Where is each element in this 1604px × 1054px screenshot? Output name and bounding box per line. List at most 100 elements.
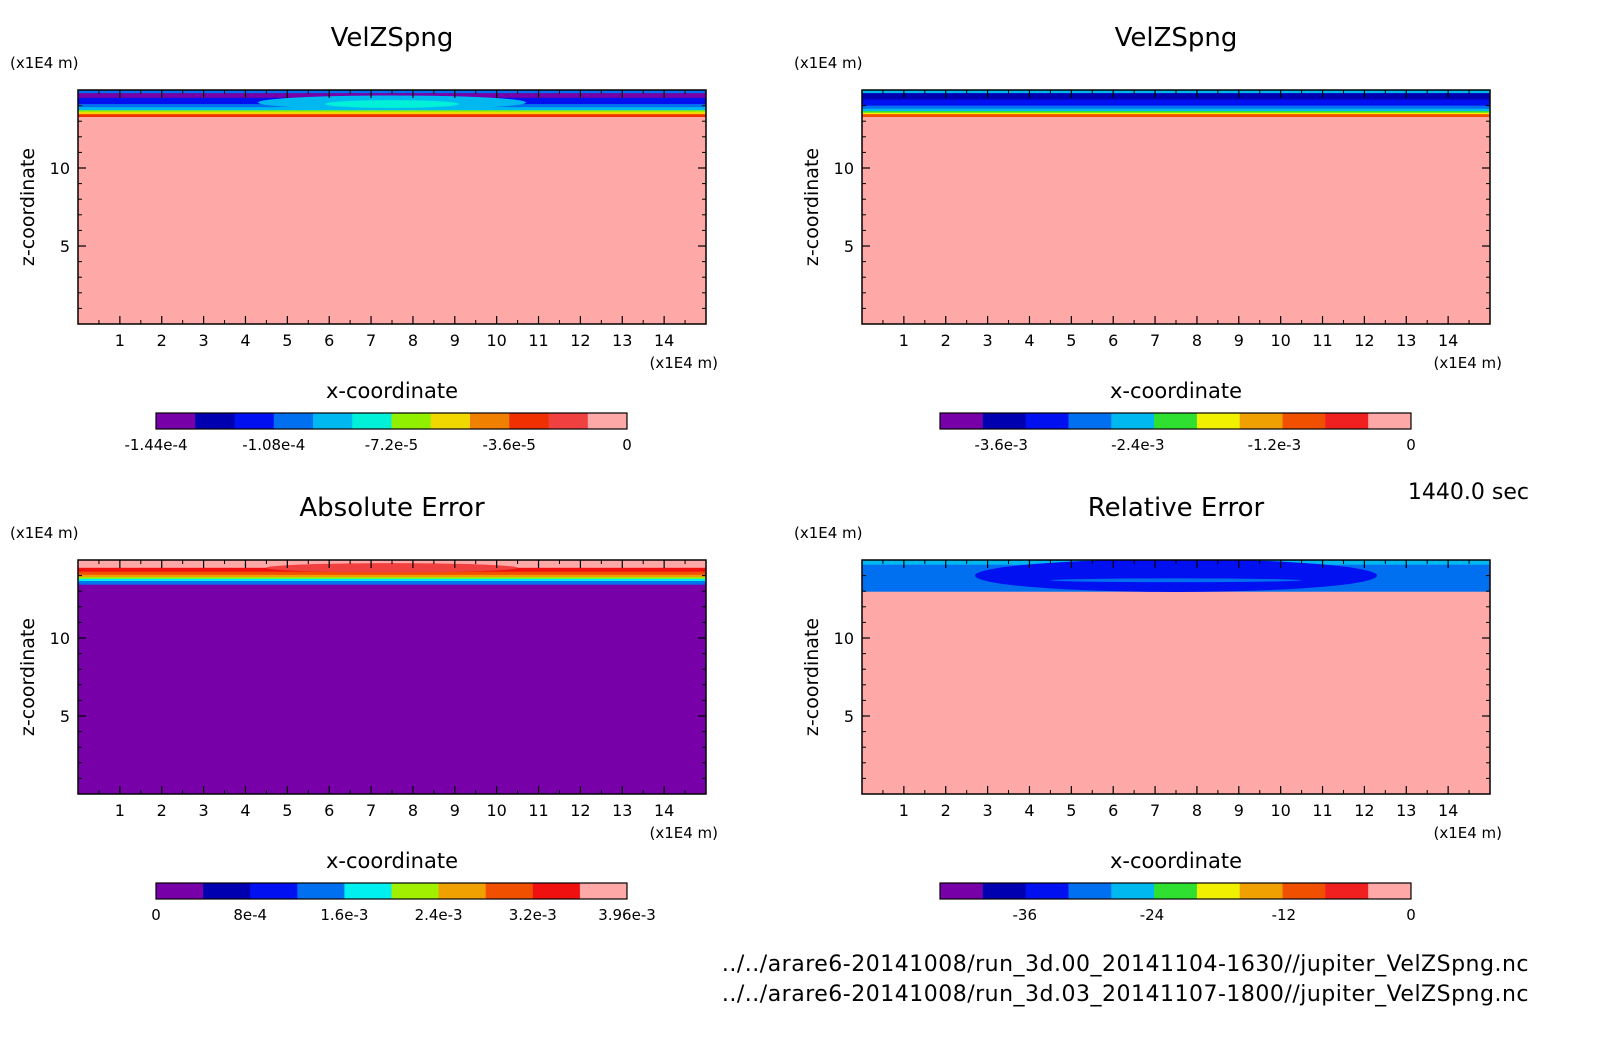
x-tick-label: 2 xyxy=(157,801,167,820)
colorbar-segment xyxy=(1068,413,1112,429)
x-tick-label: 1 xyxy=(115,331,125,350)
colorbar-segment xyxy=(297,883,345,899)
x-tick-label: 7 xyxy=(1150,801,1160,820)
x-tick-label: 2 xyxy=(941,331,951,350)
colorbar-segment xyxy=(1154,883,1198,899)
colorbar-segment xyxy=(391,883,440,899)
x-tick-label: 11 xyxy=(528,331,548,350)
colorbar-segment xyxy=(1282,413,1326,429)
x-tick-label: 12 xyxy=(1354,331,1374,350)
colorbar-segment xyxy=(234,413,275,429)
x-tick-label: 10 xyxy=(486,801,506,820)
panel-title: Absolute Error xyxy=(299,493,485,523)
x-tick-label: 14 xyxy=(1438,331,1458,350)
colorbar-label: -1.08e-4 xyxy=(242,436,305,454)
colorbar-segment xyxy=(509,413,549,429)
colorbar-segment xyxy=(1111,883,1155,899)
x-tick-label: 14 xyxy=(1438,801,1458,820)
colorbar-label: 0 xyxy=(1406,906,1416,924)
colorbar-label: 8e-4 xyxy=(233,906,267,924)
x-unit-label: (x1E4 m) xyxy=(649,824,718,842)
contour-region xyxy=(1050,578,1302,583)
contour-band xyxy=(862,111,1490,114)
contour-band xyxy=(78,581,706,585)
x-tick-label: 1 xyxy=(115,801,125,820)
x-tick-label: 7 xyxy=(366,331,376,350)
x-axis-label: x-coordinate xyxy=(1110,379,1242,403)
colorbar-segment xyxy=(470,413,510,429)
field-fill xyxy=(862,560,1490,794)
x-tick-label: 11 xyxy=(1312,801,1332,820)
contour-band xyxy=(862,112,1490,115)
field-fill xyxy=(862,90,1490,324)
y-tick-label: 10 xyxy=(834,159,854,178)
colorbar-segment xyxy=(1025,883,1069,899)
colorbar-segment xyxy=(1239,883,1284,899)
colorbar-segment xyxy=(1325,883,1369,899)
y-axis-label: z-coordinate xyxy=(801,618,823,736)
y-axis-label: z-coordinate xyxy=(801,148,823,266)
x-axis-label: x-coordinate xyxy=(326,849,458,873)
x-tick-label: 9 xyxy=(1234,331,1244,350)
source-file-path-2: ../../arare6-20141008/run_3d.03_20141107… xyxy=(721,982,1529,1007)
y-tick-label: 5 xyxy=(60,237,70,256)
y-unit-label: (x1E4 m) xyxy=(10,524,79,542)
y-unit-label: (x1E4 m) xyxy=(794,54,863,72)
colorbar-segment xyxy=(438,883,487,899)
colorbar-segment xyxy=(1239,413,1284,429)
x-tick-label: 3 xyxy=(199,331,209,350)
panel-title: VelZSpng xyxy=(1115,23,1238,53)
colorbar-segment xyxy=(485,883,534,899)
x-tick-label: 8 xyxy=(408,801,418,820)
plot-area xyxy=(78,90,706,324)
contour-band xyxy=(78,111,706,115)
x-tick-label: 5 xyxy=(282,331,292,350)
x-tick-label: 14 xyxy=(654,801,674,820)
x-unit-label: (x1E4 m) xyxy=(1433,354,1502,372)
colorbar-segment xyxy=(548,413,589,429)
colorbar-frame xyxy=(155,412,628,430)
x-tick-label: 11 xyxy=(528,801,548,820)
colorbar-label: -1.2e-3 xyxy=(1248,436,1301,454)
colorbar-segment xyxy=(587,413,628,429)
colorbar-frame xyxy=(939,412,1412,430)
colorbar-label: -3.6e-5 xyxy=(483,436,536,454)
x-tick-label: 10 xyxy=(1270,331,1290,350)
colorbar-segment xyxy=(391,413,432,429)
colorbar-segment xyxy=(430,413,471,429)
y-unit-label: (x1E4 m) xyxy=(794,524,863,542)
colorbar-segment xyxy=(1196,883,1241,899)
x-tick-label: 4 xyxy=(240,331,250,350)
colorbar-label: 0 xyxy=(1406,436,1416,454)
contour-band xyxy=(862,99,1490,107)
field-fill xyxy=(78,90,706,324)
x-axis-label: x-coordinate xyxy=(326,379,458,403)
y-tick-label: 5 xyxy=(844,707,854,726)
colorbar-label: -36 xyxy=(1013,906,1038,924)
colorbar-label: 2.4e-3 xyxy=(415,906,463,924)
colorbar-segment xyxy=(532,883,581,899)
colorbar-label: -24 xyxy=(1140,906,1165,924)
plot-area xyxy=(862,560,1490,794)
x-tick-label: 4 xyxy=(1024,801,1034,820)
x-axis-label: x-coordinate xyxy=(1110,849,1242,873)
colorbar-segment xyxy=(1368,883,1412,899)
colorbar-segment xyxy=(313,413,353,429)
colorbar-segment xyxy=(344,883,392,899)
colorbar-segment xyxy=(1111,413,1155,429)
colorbar-segment xyxy=(1368,413,1412,429)
x-tick-label: 12 xyxy=(570,331,590,350)
x-tick-label: 7 xyxy=(1150,331,1160,350)
colorbar-label: 3.2e-3 xyxy=(509,906,557,924)
x-tick-label: 1 xyxy=(899,801,909,820)
field-fill xyxy=(78,560,706,794)
colorbar-segment xyxy=(273,413,314,429)
colorbar-segment xyxy=(1282,883,1326,899)
colorbar-segment xyxy=(1025,413,1069,429)
x-tick-label: 9 xyxy=(450,801,460,820)
panel-title: VelZSpng xyxy=(331,23,454,53)
y-tick-label: 10 xyxy=(50,629,70,648)
y-tick-label: 10 xyxy=(50,159,70,178)
